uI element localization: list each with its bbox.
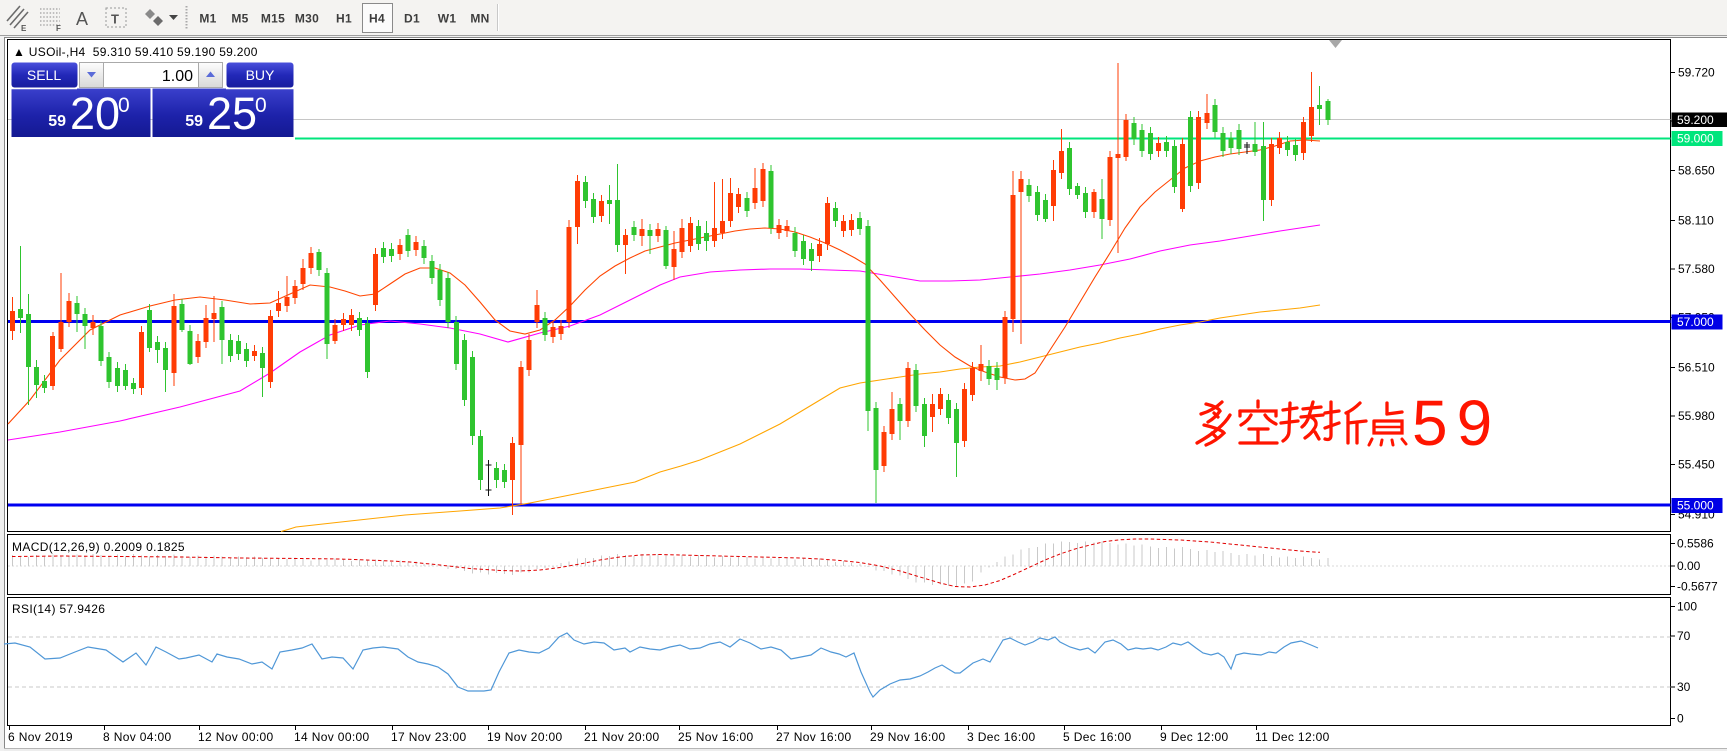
svg-text:A: A xyxy=(76,9,88,29)
svg-text:T: T xyxy=(111,12,119,27)
svg-text:MACD(12,26,9) 0.2009 0.1825: MACD(12,26,9) 0.2009 0.1825 xyxy=(12,540,185,554)
svg-text:12 Nov 00:00: 12 Nov 00:00 xyxy=(198,730,274,744)
svg-text:RSI(14) 57.9426: RSI(14) 57.9426 xyxy=(12,602,105,616)
svg-text:56.510: 56.510 xyxy=(1678,360,1715,374)
svg-text:29 Nov 16:00: 29 Nov 16:00 xyxy=(870,730,946,744)
svg-text:9 Dec 12:00: 9 Dec 12:00 xyxy=(1160,730,1229,744)
svg-text:H1: H1 xyxy=(336,12,352,26)
svg-text:M5: M5 xyxy=(231,12,248,26)
svg-text:25: 25 xyxy=(207,88,257,139)
svg-text:14 Nov 00:00: 14 Nov 00:00 xyxy=(294,730,370,744)
svg-text:MN: MN xyxy=(470,12,489,26)
svg-text:0.5586: 0.5586 xyxy=(1677,536,1714,550)
svg-text:21 Nov 20:00: 21 Nov 20:00 xyxy=(584,730,660,744)
svg-text:8 Nov 04:00: 8 Nov 04:00 xyxy=(103,730,172,744)
svg-text:0: 0 xyxy=(255,94,267,117)
svg-text:0.00: 0.00 xyxy=(1677,559,1701,573)
svg-text:-0.5677: -0.5677 xyxy=(1677,579,1718,593)
svg-text:59.000: 59.000 xyxy=(1677,132,1714,146)
svg-text:55.450: 55.450 xyxy=(1678,458,1715,472)
svg-text:58.110: 58.110 xyxy=(1678,213,1714,227)
svg-text:W1: W1 xyxy=(438,12,457,26)
svg-text:6 Nov 2019: 6 Nov 2019 xyxy=(8,730,73,744)
svg-text:H4: H4 xyxy=(369,12,385,26)
svg-text:70: 70 xyxy=(1677,629,1691,643)
svg-text:25 Nov 16:00: 25 Nov 16:00 xyxy=(678,730,754,744)
svg-text:D1: D1 xyxy=(404,12,420,26)
svg-text:BUY: BUY xyxy=(246,67,275,83)
svg-text:19 Nov 20:00: 19 Nov 20:00 xyxy=(487,730,563,744)
svg-text:SELL: SELL xyxy=(27,67,61,83)
svg-text:59.200: 59.200 xyxy=(1677,113,1714,127)
svg-text:M15: M15 xyxy=(261,12,285,26)
svg-text:58.650: 58.650 xyxy=(1678,164,1715,178)
svg-text:5 Dec 16:00: 5 Dec 16:00 xyxy=(1063,730,1132,744)
svg-text:E: E xyxy=(21,24,27,33)
svg-text:59: 59 xyxy=(1412,387,1501,459)
svg-text:M1: M1 xyxy=(199,12,216,26)
svg-text:59: 59 xyxy=(185,113,203,130)
svg-text:57.580: 57.580 xyxy=(1678,262,1715,276)
svg-text:▲ USOil-,H4 59.310 59.410 59.: ▲ USOil-,H4 59.310 59.410 59.190 59.200 xyxy=(13,45,258,59)
svg-text:M30: M30 xyxy=(295,12,319,26)
svg-text:1.00: 1.00 xyxy=(162,68,193,85)
svg-text:27 Nov 16:00: 27 Nov 16:00 xyxy=(776,730,852,744)
svg-text:17 Nov 23:00: 17 Nov 23:00 xyxy=(391,730,467,744)
svg-text:3 Dec 16:00: 3 Dec 16:00 xyxy=(967,730,1036,744)
svg-text:55.980: 55.980 xyxy=(1678,409,1715,423)
svg-text:59: 59 xyxy=(48,113,66,130)
svg-text:0: 0 xyxy=(118,94,130,117)
svg-text:11 Dec 12:00: 11 Dec 12:00 xyxy=(1255,730,1330,744)
svg-text:55.000: 55.000 xyxy=(1677,499,1714,513)
svg-text:20: 20 xyxy=(70,88,120,139)
svg-text:30: 30 xyxy=(1677,680,1691,694)
svg-text:100: 100 xyxy=(1677,600,1697,614)
svg-text:57.000: 57.000 xyxy=(1677,315,1714,329)
svg-text:59.720: 59.720 xyxy=(1678,65,1715,79)
svg-text:0: 0 xyxy=(1677,711,1684,725)
svg-text:F: F xyxy=(56,24,61,33)
